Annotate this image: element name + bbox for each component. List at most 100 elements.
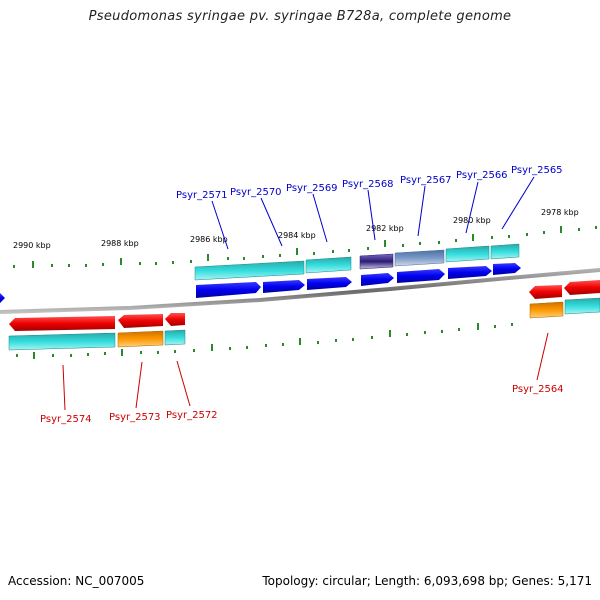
gene-label[interactable]: Psyr_2570 [230,187,282,198]
tick-mark [121,349,123,356]
genome-title: Pseudomonas syringae pv. syringae B728a,… [88,9,512,24]
tick-mark [508,235,510,238]
cog-bar [445,245,490,263]
gene-arrow[interactable] [196,282,261,298]
tick-mark [265,344,267,347]
leader-line [417,185,426,237]
tick-mark [438,241,440,244]
gene-arrow[interactable] [529,285,562,299]
gene-label[interactable]: Psyr_2568 [342,179,394,190]
scale-labels: 2990 kbp 2988 kbp 2986 kbp 2984 kbp 2982… [13,208,579,250]
tick-mark [419,242,421,245]
gene-arrow[interactable] [448,266,492,279]
tick-mark [279,254,281,257]
leader-line [501,176,535,230]
tick-mark [367,247,369,250]
gene-arrow[interactable] [397,269,445,283]
tick-mark [174,350,176,353]
tick-mark [406,333,408,336]
tick-mark [424,331,426,334]
cog-bar [8,332,116,351]
tick-mark [296,248,298,255]
lower-tick-row [16,323,513,359]
cog-bar [359,253,394,270]
upper-cog-bars [194,243,520,281]
cog-bar [490,243,520,260]
tick-mark [102,263,104,266]
leader-line [211,200,229,250]
tick-mark [172,261,174,264]
tick-mark [526,233,528,236]
cog-bar [394,249,445,267]
gene-label[interactable]: Psyr_2572 [166,410,218,421]
scale-label: 2988 kbp [101,239,139,248]
tick-mark [352,338,354,341]
tick-mark [155,262,157,265]
scale-label: 2986 kbp [190,235,228,244]
gene-label[interactable]: Psyr_2571 [176,190,228,201]
tick-mark [227,257,229,260]
tick-mark [494,325,496,328]
gene-label[interactable]: Psyr_2567 [400,175,452,186]
gene-arrow[interactable] [9,316,115,331]
tick-mark [104,352,106,355]
tick-mark [16,354,18,357]
gene-label[interactable]: Psyr_2564 [512,384,564,395]
gene-arrow[interactable] [263,280,305,293]
tick-mark [335,339,337,342]
gene-label[interactable]: Psyr_2574 [40,414,92,425]
gene-arrow[interactable] [361,273,394,286]
leader-line [367,189,376,241]
tick-mark [402,244,404,247]
tick-mark [87,353,89,356]
gene-label[interactable]: Psyr_2565 [511,165,563,176]
tick-mark [243,257,245,260]
gene-arrow[interactable] [118,314,163,328]
tick-mark [389,330,391,337]
tick-mark [52,354,54,357]
leader-line [62,364,66,411]
genome-backbone [0,268,600,314]
cog-bar [194,260,305,281]
tick-mark [560,226,562,233]
tick-mark [13,265,15,268]
lower-gene-arrows [9,280,600,331]
cog-bar [305,256,352,274]
scale-label: 2980 kbp [453,216,491,225]
tick-mark [211,344,213,351]
tick-mark [371,336,373,339]
tick-mark [157,351,159,354]
upper-tick-row [13,226,597,268]
upper-gene-arrows [196,263,521,298]
leader-line [536,332,549,381]
tick-mark [51,264,53,267]
cog-bar [564,297,600,315]
gene-arrow[interactable] [307,277,352,290]
gene-arrow[interactable] [493,263,521,275]
tick-mark [491,236,493,239]
tick-mark [70,354,72,357]
tick-mark [455,239,457,242]
gene-label[interactable]: Psyr_2566 [456,170,508,181]
tick-mark [543,231,545,234]
accession-text: Accession: NC_007005 [8,574,145,588]
tick-mark [139,262,141,265]
leader-line [465,181,479,234]
tick-mark [262,255,264,258]
tick-mark [348,249,350,252]
gene-arrow[interactable] [165,313,185,326]
scale-label: 2978 kbp [541,208,579,217]
tick-mark [229,347,231,350]
leader-line [312,193,328,243]
gene-label[interactable]: Psyr_2569 [286,183,338,194]
gene-arrow[interactable] [564,280,600,295]
gene-label[interactable]: Psyr_2573 [109,412,161,423]
tick-mark [472,234,474,241]
gene-arrow-edge-left[interactable] [0,293,5,303]
tick-mark [477,323,479,330]
tick-mark [317,341,319,344]
leader-line [260,197,283,247]
cog-bar [117,330,164,348]
